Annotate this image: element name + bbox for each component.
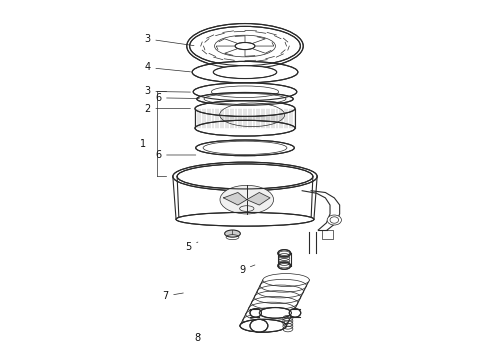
Text: 3: 3 bbox=[144, 34, 194, 46]
Ellipse shape bbox=[235, 42, 255, 50]
Ellipse shape bbox=[192, 62, 298, 83]
Text: 6: 6 bbox=[155, 150, 196, 160]
Text: 2: 2 bbox=[144, 104, 191, 113]
Ellipse shape bbox=[250, 309, 262, 317]
Ellipse shape bbox=[195, 120, 295, 136]
Ellipse shape bbox=[259, 307, 292, 318]
Text: 1: 1 bbox=[140, 139, 146, 149]
Ellipse shape bbox=[195, 101, 295, 116]
Text: 7: 7 bbox=[162, 291, 183, 301]
Ellipse shape bbox=[176, 212, 314, 226]
Ellipse shape bbox=[278, 249, 291, 257]
Ellipse shape bbox=[193, 83, 297, 101]
Ellipse shape bbox=[240, 319, 287, 332]
Ellipse shape bbox=[289, 309, 301, 317]
Ellipse shape bbox=[220, 103, 285, 127]
Ellipse shape bbox=[224, 230, 241, 237]
Ellipse shape bbox=[327, 215, 342, 225]
Polygon shape bbox=[223, 193, 247, 205]
Ellipse shape bbox=[187, 23, 303, 68]
Text: 8: 8 bbox=[194, 333, 200, 343]
Ellipse shape bbox=[278, 262, 291, 269]
Ellipse shape bbox=[220, 185, 273, 214]
Ellipse shape bbox=[213, 66, 277, 78]
Ellipse shape bbox=[250, 319, 268, 332]
Text: 6: 6 bbox=[155, 93, 199, 103]
Text: 5: 5 bbox=[185, 242, 198, 252]
Ellipse shape bbox=[190, 26, 300, 66]
Polygon shape bbox=[247, 193, 270, 205]
Ellipse shape bbox=[197, 93, 293, 105]
Text: 9: 9 bbox=[239, 265, 255, 275]
Text: 4: 4 bbox=[144, 63, 191, 72]
Ellipse shape bbox=[173, 162, 317, 191]
Ellipse shape bbox=[263, 274, 309, 287]
Ellipse shape bbox=[196, 140, 294, 156]
Ellipse shape bbox=[177, 164, 313, 189]
Text: 3: 3 bbox=[144, 86, 191, 96]
